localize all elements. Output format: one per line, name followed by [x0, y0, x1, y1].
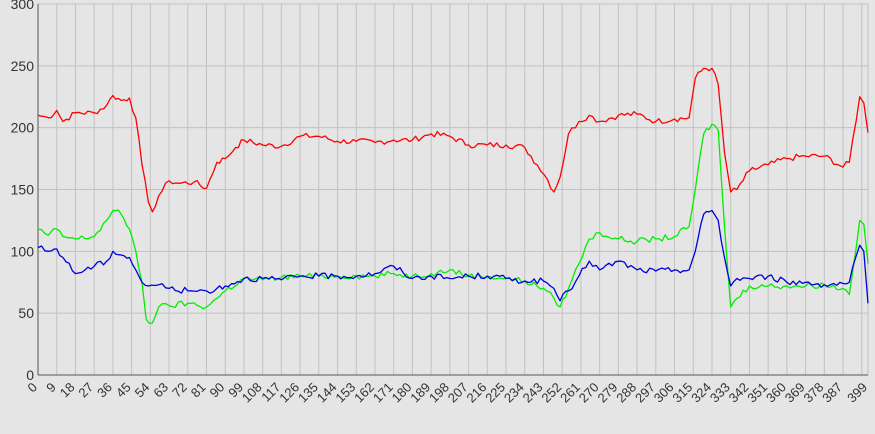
y-tick-label: 250 [11, 58, 35, 74]
series-layer [37, 67, 869, 325]
x-tick-label: 387 [819, 380, 845, 406]
y-tick-label: 0 [26, 367, 34, 383]
y-tick-label: 200 [11, 120, 35, 136]
grid-layer [37, 3, 869, 376]
series-line-1 [37, 67, 869, 213]
x-axis: 0 918273645546372819099108117126135144153… [24, 380, 870, 406]
y-axis: 0 50 100 150 200 250 300 [11, 0, 35, 383]
x-tick-label: 399 [844, 380, 870, 406]
y-tick-label: 100 [11, 243, 35, 259]
y-tick-label: 50 [18, 305, 34, 321]
series-line-3 [37, 209, 869, 304]
x-tick-label: 9 [43, 380, 59, 396]
y-tick-label: 300 [11, 0, 35, 12]
series-line-2 [37, 123, 869, 325]
y-tick-label: 150 [11, 182, 35, 198]
